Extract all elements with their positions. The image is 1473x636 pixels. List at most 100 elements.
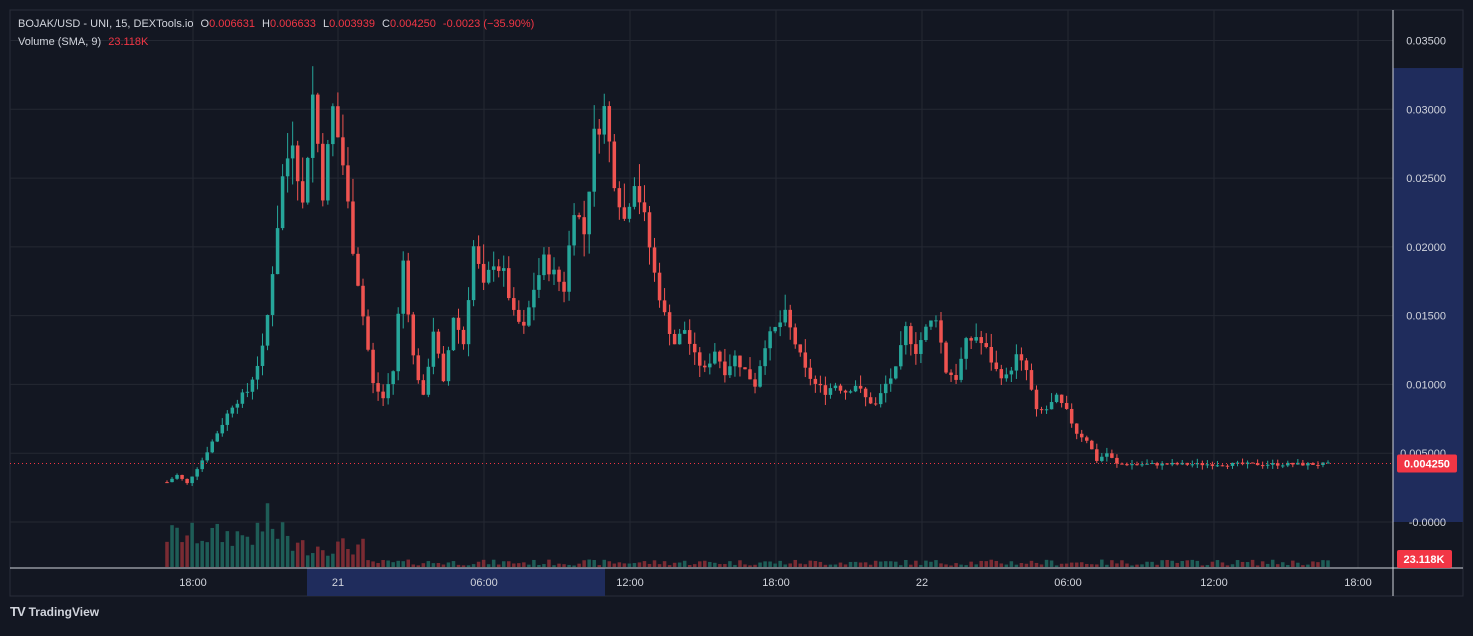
volume-bar (321, 550, 325, 567)
volume-bar (1225, 565, 1230, 567)
candle-body (295, 145, 300, 182)
candle-body (451, 317, 456, 351)
volume-bar (190, 522, 194, 567)
candle-body (1034, 389, 1039, 410)
candle-body (1090, 440, 1094, 450)
candle-body (426, 366, 431, 395)
volume-bar (818, 561, 823, 567)
volume-bar (270, 528, 275, 567)
volume-bar (919, 564, 923, 567)
candle-body (899, 345, 903, 367)
volume-bar (316, 546, 320, 567)
volume-bar (888, 561, 893, 567)
candle-body (692, 343, 697, 353)
candle-body (652, 247, 657, 273)
volume-bar (351, 554, 355, 567)
volume-bar (1105, 564, 1109, 567)
volume-bar (602, 559, 607, 567)
candle-body (461, 329, 466, 345)
candle-body (441, 353, 446, 382)
candle-body (1054, 394, 1059, 403)
candle-body (1024, 360, 1029, 371)
volume-bar (868, 564, 873, 567)
volume-bar (396, 560, 400, 567)
candle-body (1019, 354, 1024, 361)
candle-body (748, 369, 752, 380)
volume-bar (1195, 560, 1200, 567)
candle-body (838, 385, 843, 391)
candle-body (1120, 463, 1124, 465)
x-tick-label: 21 (332, 577, 344, 589)
candle-body (904, 326, 908, 346)
volume-bar (165, 541, 169, 567)
volume-bar (1270, 559, 1275, 567)
volume-bar (778, 560, 782, 567)
volume-bar (1265, 563, 1270, 567)
volume-bar (984, 561, 988, 567)
volume-bar (853, 561, 858, 567)
volume-bar (1029, 560, 1034, 567)
volume-bar (391, 562, 395, 567)
volume-bar (612, 563, 617, 567)
volume-bar (1185, 560, 1190, 567)
volume-bar (1125, 563, 1129, 567)
volume-bar (1326, 560, 1330, 567)
volume-bar (848, 561, 853, 567)
candle-body (1281, 465, 1285, 467)
candle-body (486, 269, 491, 283)
candle-body (929, 320, 933, 327)
x-tick-label: 06:00 (470, 577, 498, 589)
volume-bar (798, 563, 803, 567)
volume-bar (1034, 562, 1039, 567)
candle-body (481, 263, 486, 283)
volume-bar (1049, 560, 1054, 567)
volume-bar (667, 565, 672, 567)
candle-body (562, 281, 566, 292)
volume-bar (431, 563, 436, 567)
volume-bar (617, 562, 622, 567)
candle-body (456, 317, 461, 330)
candle-body (1255, 463, 1260, 466)
volume-bar (642, 561, 647, 567)
close-value: 0.004250 (389, 18, 436, 30)
volume-bar (326, 555, 330, 567)
volume-bar (783, 564, 787, 567)
candle-body (1009, 370, 1014, 375)
candle-body (391, 371, 395, 385)
volume-bar (1175, 562, 1179, 567)
volume-bar (456, 564, 461, 567)
volume-bar (939, 563, 943, 567)
volume-bar (250, 544, 255, 567)
candle-body (1311, 463, 1315, 465)
x-tick-label: 12:00 (616, 577, 644, 589)
candle-body (788, 309, 792, 328)
tradingview-brand[interactable]: TV TradingView (10, 604, 99, 619)
candle-body (808, 367, 813, 379)
candle-body (637, 186, 642, 203)
volume-bar (210, 527, 214, 567)
candle-body (934, 320, 938, 322)
candle-body (909, 326, 913, 345)
volume-legend: Volume (SMA, 9) 23.118K (18, 36, 152, 48)
volume-bar (813, 560, 818, 567)
candle-body (280, 176, 285, 229)
close-label: C (382, 18, 390, 30)
volume-bar (718, 564, 722, 567)
candle-body (250, 379, 255, 392)
candle-body (245, 391, 250, 393)
volume-bar (1074, 562, 1079, 567)
candle-body (1260, 465, 1265, 467)
volume-bar (1190, 559, 1195, 567)
volume-bar (1160, 560, 1164, 567)
candle-body (401, 260, 405, 314)
volume-bar (728, 561, 732, 567)
candle-body (813, 378, 818, 384)
candle-body (1039, 409, 1044, 411)
candle-body (713, 351, 717, 364)
candle-body (446, 350, 451, 382)
volume-bar (622, 563, 627, 567)
volume-bar (507, 561, 511, 567)
candle-body (617, 188, 622, 208)
